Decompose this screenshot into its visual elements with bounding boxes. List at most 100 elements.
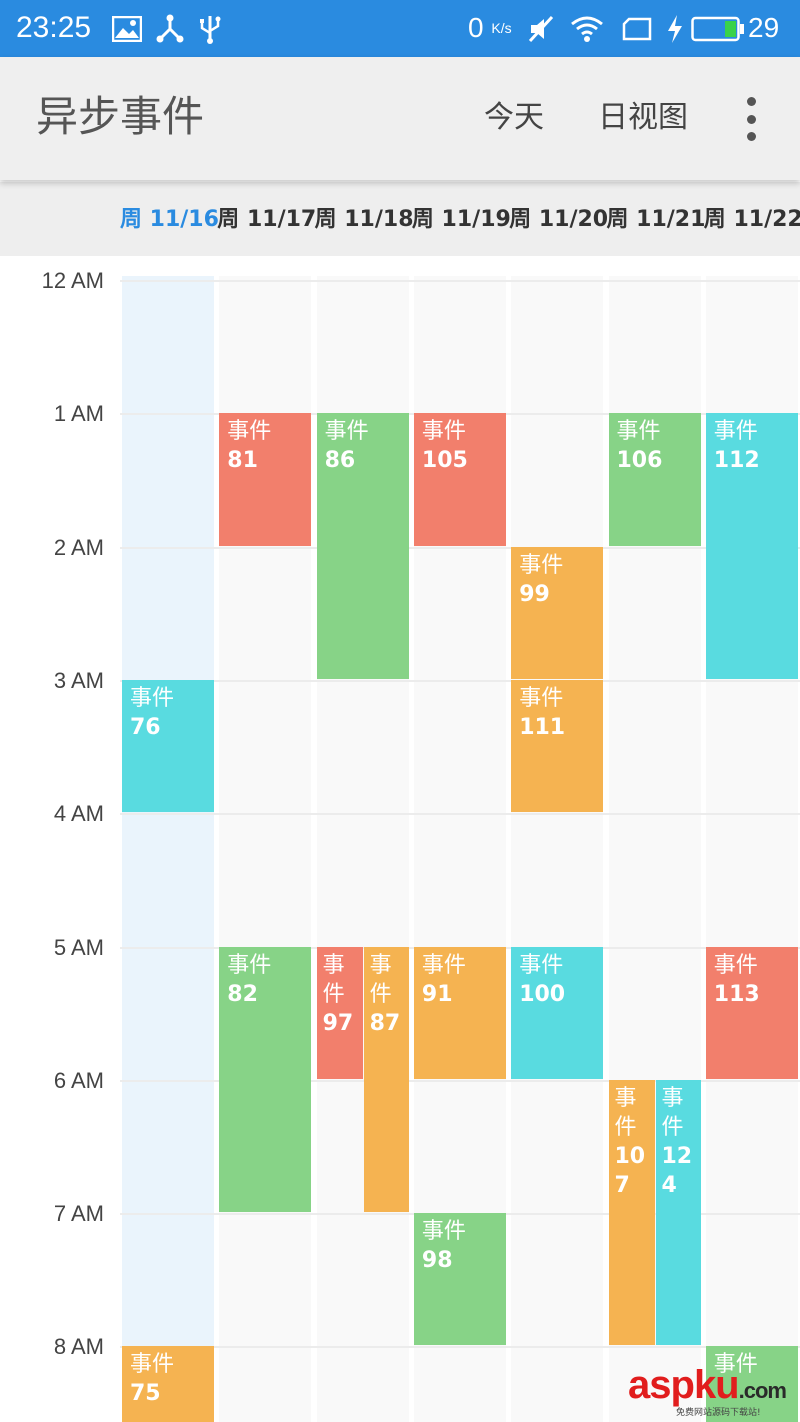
event-label: 事件 — [616, 419, 661, 445]
status-bar: 23:25 0 K/s 29 — [0, 0, 800, 57]
hour-gridline — [120, 280, 800, 282]
date-header-1[interactable]: 周 11/17 — [217, 207, 317, 232]
event-label: 事 — [322, 952, 345, 978]
hour-label: 2 AM — [53, 534, 104, 560]
event-label: 事件 — [227, 952, 272, 978]
event-label: 件 — [661, 1114, 684, 1140]
status-time: 23:25 — [16, 11, 92, 44]
event-block[interactable]: 事件 — [705, 1346, 798, 1422]
hour-label: 7 AM — [53, 1201, 104, 1227]
today-button[interactable]: 今天 — [484, 100, 544, 135]
event-block[interactable]: 事件 86 — [316, 413, 409, 679]
event-block[interactable]: 事件 105 — [413, 413, 506, 546]
event-number: 105 — [421, 448, 468, 474]
network-speed: 0 K/s — [468, 12, 512, 43]
event-label: 事件 — [519, 552, 564, 578]
event-block[interactable]: 事件 100 — [511, 946, 604, 1079]
event-number: 113 — [713, 981, 760, 1007]
event-block[interactable]: 事件 98 — [413, 1213, 506, 1346]
image-icon — [110, 12, 144, 46]
event-block[interactable]: 事件 82 — [219, 946, 312, 1213]
event-label: 事件 — [227, 419, 272, 445]
event-label: 事件 — [324, 419, 369, 445]
event-number: 4 — [661, 1172, 677, 1198]
event-number: 76 — [130, 714, 161, 740]
event-label: 事件 — [713, 952, 758, 978]
more-vert-icon[interactable] — [736, 97, 766, 141]
event-block[interactable]: 事件 99 — [511, 546, 604, 679]
event-number: 86 — [324, 448, 356, 474]
event-number: 7 — [614, 1172, 630, 1198]
event-block[interactable]: 事件 91 — [413, 946, 506, 1079]
event-number: 81 — [227, 448, 258, 474]
hour-label: 6 AM — [53, 1067, 104, 1093]
event-number: 82 — [227, 981, 258, 1007]
date-header-6[interactable]: 周 11/22 — [703, 207, 800, 232]
hour-label: 1 AM — [53, 401, 104, 427]
share-icon — [153, 12, 187, 46]
hour-label: 12 AM — [41, 268, 104, 293]
event-label: 件 — [614, 1114, 637, 1140]
event-number: 91 — [421, 981, 453, 1007]
mute-icon — [524, 12, 558, 46]
week-calendar-grid[interactable]: 12 AM 1 AM 2 AM 3 AM 4 AM 5 AM 6 AM 7 AM 8 AM 事件 7… — [0, 256, 800, 1422]
hour-gridline — [120, 546, 800, 549]
event-number: 98 — [421, 1248, 453, 1274]
event-label: 事 — [661, 1085, 684, 1111]
event-block[interactable]: 事件 113 — [705, 946, 798, 1079]
event-label: 件 — [369, 981, 392, 1007]
event-label: 事 — [369, 952, 392, 978]
charging-icon — [658, 12, 692, 46]
event-block[interactable]: 事件 106 — [608, 413, 701, 546]
event-block[interactable]: 事件 75 — [122, 1346, 214, 1422]
event-block[interactable]: 事件 12 4 — [655, 1079, 701, 1346]
event-block[interactable]: 事件 10 7 — [608, 1079, 655, 1346]
hour-label: 5 AM — [53, 934, 104, 960]
event-block[interactable]: 事件 76 — [122, 679, 214, 813]
event-number: 106 — [616, 448, 663, 474]
event-label: 事件 — [519, 685, 564, 711]
event-label: 事件 — [421, 419, 466, 445]
event-number: 111 — [519, 714, 566, 740]
hour-gridline — [120, 679, 800, 682]
event-number: 99 — [519, 581, 550, 607]
hour-label: 3 AM — [53, 667, 104, 693]
usb-icon — [193, 12, 227, 46]
date-header-4[interactable]: 周 11/20 — [509, 207, 609, 232]
event-label: 事件 — [713, 419, 758, 445]
day-view-button[interactable]: 日视图 — [598, 100, 688, 135]
site-watermark: aspku.com 免费网站源码下载站! — [628, 1363, 787, 1418]
date-header-3[interactable]: 周 11/19 — [411, 207, 511, 232]
sim-icon — [620, 12, 654, 46]
event-block[interactable]: 事件 81 — [219, 413, 312, 546]
page-title: 异步事件 — [36, 92, 205, 141]
hour-label: 8 AM — [53, 1334, 104, 1360]
event-block[interactable]: 事件 112 — [705, 413, 798, 679]
date-header-2[interactable]: 周 11/18 — [314, 207, 414, 232]
event-label: 事件 — [130, 685, 175, 711]
date-header-5[interactable]: 周 11/21 — [606, 207, 706, 232]
date-header-0[interactable]: 周 11/16 — [120, 207, 219, 232]
wifi-icon — [570, 12, 604, 46]
event-label: 件 — [322, 981, 345, 1007]
event-block[interactable]: 事件 111 — [511, 679, 604, 813]
hour-label: 4 AM — [53, 801, 104, 827]
day-column-4[interactable] — [511, 276, 604, 1422]
battery-level: 29 — [748, 12, 780, 43]
event-block[interactable]: 事件 87 — [363, 946, 409, 1213]
event-number: 100 — [519, 981, 566, 1007]
app-bar: 异步事件 今天 日视图 — [0, 57, 800, 180]
day-column-0[interactable] — [122, 276, 214, 1422]
event-number: 12 — [661, 1143, 693, 1169]
event-number: 112 — [713, 448, 760, 474]
hour-gridline — [120, 813, 800, 816]
week-date-header: 周 11/16 周 11/17 周 11/18 周 11/19 周 11/20 周 11/… — [0, 182, 800, 256]
event-block[interactable]: 事件 97 — [316, 946, 363, 1079]
event-label: 事件 — [713, 1352, 758, 1378]
event-label: 事件 — [421, 952, 466, 978]
hour-gridline — [120, 1346, 800, 1349]
event-label: 事件 — [519, 952, 564, 978]
battery-icon — [690, 12, 746, 46]
event-number: 10 — [614, 1143, 646, 1169]
event-number: 97 — [322, 1010, 354, 1036]
